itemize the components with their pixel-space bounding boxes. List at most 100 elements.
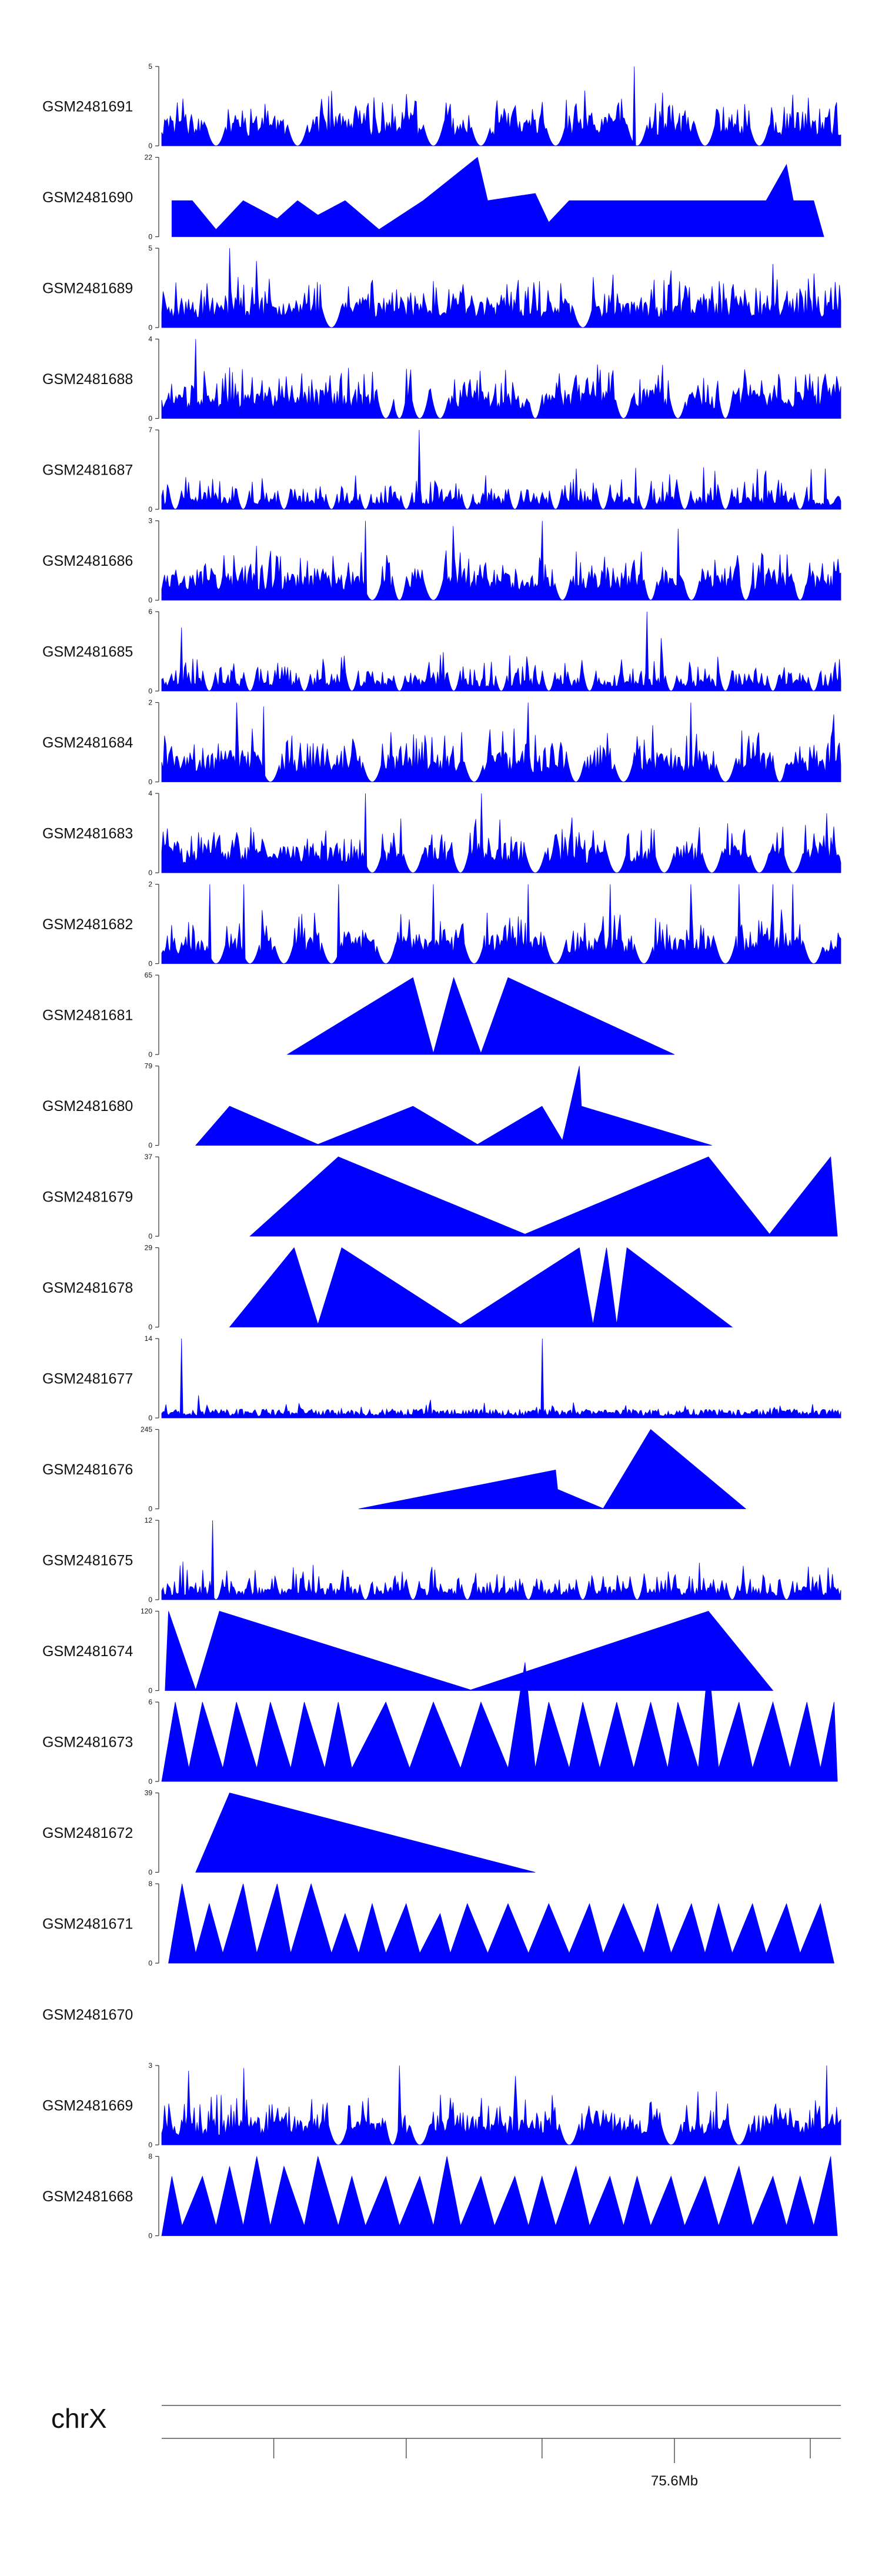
chromosome-label: chrX (51, 2403, 107, 2434)
track-label: GSM2481674 (42, 1643, 133, 1660)
y-tick-label-max: 14 (145, 1334, 153, 1343)
track-GSM2481680: GSM2481680 79 0 (42, 1062, 712, 1150)
y-tick-label-max: 2 (148, 699, 152, 707)
y-tick-label-min: 0 (148, 1505, 152, 1513)
y-tick-label-min: 0 (148, 960, 152, 968)
y-tick-label-min: 0 (148, 2232, 152, 2240)
track-GSM2481673: GSM2481673 6 0 (42, 1662, 838, 1786)
ideogram-ticks (273, 2438, 811, 2463)
y-tick-label-min: 0 (148, 323, 152, 332)
track-label: GSM2481686 (42, 553, 133, 569)
y-tick-label-min: 0 (148, 233, 152, 241)
y-tick-label-min: 0 (148, 869, 152, 877)
coverage-area (161, 1520, 841, 1600)
y-tick-label-min: 0 (148, 1959, 152, 1967)
y-tick-label-max: 65 (145, 971, 153, 979)
track-GSM2481682: GSM2481682 2 0 (42, 880, 841, 968)
y-tick-label-min: 0 (148, 1596, 152, 1604)
coverage-area (195, 1793, 536, 1873)
track-label: GSM2481669 (42, 2098, 133, 2114)
coverage-area (161, 248, 841, 328)
track-panel: GSM248169150GSM2481690220GSM248168950GSM… (42, 62, 841, 2240)
ideogram-panel: chrX 75.6Mb (51, 2403, 841, 2489)
track-label: GSM2481676 (42, 1461, 133, 1478)
y-tick-label-max: 5 (148, 62, 152, 71)
y-tick-label-min: 0 (148, 687, 152, 695)
coverage-area (161, 1338, 841, 1419)
coverage-area (161, 1662, 838, 1782)
track-GSM2481691: GSM2481691 5 0 (42, 62, 841, 150)
y-tick-label-max: 4 (148, 789, 152, 798)
y-tick-label-max: 2 (148, 880, 152, 889)
track-GSM2481679: GSM2481679 37 0 (42, 1153, 838, 1240)
track-GSM2481672: GSM2481672 39 0 (42, 1789, 536, 1877)
track-GSM2481675: GSM2481675 12 0 (42, 1516, 841, 1604)
y-tick-label-min: 0 (148, 505, 152, 513)
track-GSM2481688: GSM2481688 4 0 (42, 335, 841, 423)
track-label: GSM2481690 (42, 189, 133, 206)
y-tick-label-max: 6 (148, 1698, 152, 1706)
track-label: GSM2481684 (42, 735, 133, 751)
y-tick-label-min: 0 (148, 2141, 152, 2149)
track-GSM2481689: GSM2481689 5 0 (42, 244, 841, 332)
track-GSM2481683: GSM2481683 4 0 (42, 789, 841, 877)
track-label: GSM2481689 (42, 281, 133, 297)
track-label: GSM2481685 (42, 644, 133, 660)
track-label: GSM2481668 (42, 2188, 133, 2205)
y-tick-label-min: 0 (148, 1050, 152, 1059)
y-tick-label-max: 39 (145, 1789, 153, 1797)
track-GSM2481685: GSM2481685 6 0 (42, 608, 841, 695)
y-tick-label-max: 8 (148, 1880, 152, 1888)
coverage-area (229, 1247, 733, 1327)
track-GSM2481678: GSM2481678 29 0 (42, 1244, 733, 1332)
coverage-area (161, 2156, 838, 2236)
coverage-area (249, 1156, 838, 1237)
y-tick-label-min: 0 (148, 1323, 152, 1332)
track-label: GSM2481681 (42, 1007, 133, 1024)
y-tick-label-min: 0 (148, 415, 152, 423)
track-label: GSM2481688 (42, 371, 133, 388)
track-label: GSM2481679 (42, 1189, 133, 1206)
y-tick-label-max: 120 (141, 1607, 152, 1616)
track-GSM2481671: GSM2481671 8 0 (42, 1880, 835, 1967)
coverage-area (168, 1883, 835, 1964)
coverage-area (161, 611, 841, 692)
y-tick-label-min: 0 (148, 1777, 152, 1786)
y-tick-label-max: 5 (148, 244, 152, 252)
track-GSM2481676: GSM2481676 245 0 (42, 1426, 747, 1513)
track-GSM2481669: GSM2481669 3 0 (42, 2061, 841, 2149)
y-tick-label-max: 7 (148, 426, 152, 434)
track-label: GSM2481687 (42, 462, 133, 479)
y-tick-label-max: 6 (148, 608, 152, 616)
coverage-area (161, 884, 841, 964)
coverage-area (171, 156, 824, 237)
y-tick-label-min: 0 (148, 142, 152, 150)
track-label: GSM2481673 (42, 1734, 133, 1751)
track-GSM2481690: GSM2481690 22 0 (42, 154, 824, 241)
y-tick-label-max: 29 (145, 1244, 153, 1252)
coverage-area (161, 520, 841, 600)
y-tick-label-min: 0 (148, 1687, 152, 1695)
coverage-area (161, 2065, 841, 2145)
coverage-area (286, 976, 675, 1055)
track-GSM2481668: GSM2481668 8 0 (42, 2153, 838, 2240)
y-tick-label-min: 0 (148, 1414, 152, 1422)
coverage-area (161, 702, 841, 782)
y-tick-label-max: 8 (148, 2153, 152, 2161)
y-tick-label-min: 0 (148, 778, 152, 786)
track-GSM2481674: GSM2481674 120 0 (42, 1607, 774, 1695)
track-label: GSM2481682 (42, 916, 133, 933)
y-tick-label-min: 0 (148, 596, 152, 605)
y-tick-label-max: 12 (145, 1516, 153, 1524)
coverage-area (161, 793, 841, 873)
track-label: GSM2481677 (42, 1371, 133, 1387)
y-tick-label-max: 3 (148, 2061, 152, 2070)
coverage-area (358, 1429, 747, 1509)
y-tick-label-min: 0 (148, 1868, 152, 1877)
coverage-area (165, 1610, 774, 1691)
track-label: GSM2481675 (42, 1553, 133, 1569)
track-GSM2481670: GSM2481670 (42, 2007, 133, 2023)
y-tick-label-max: 79 (145, 1062, 153, 1070)
track-label: GSM2481672 (42, 1825, 133, 1841)
